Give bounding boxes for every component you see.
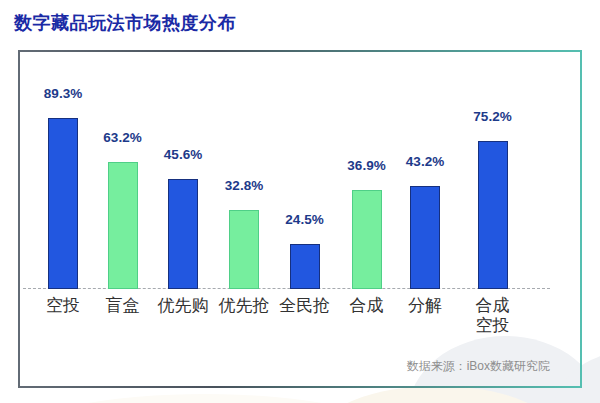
bar-value-label: 24.5% [285, 212, 323, 227]
chart-card: 89.3% 空投 63.2% 盲盒 45.6% 优先购 32.8% 优先抢 24… [18, 50, 582, 388]
category-label: 分解 [387, 296, 463, 316]
bar-value-label: 63.2% [103, 130, 141, 145]
bar-value-label: 36.9% [347, 158, 385, 173]
bar [48, 118, 78, 289]
bar [168, 179, 198, 289]
bar [229, 210, 259, 289]
bar-value-label: 43.2% [406, 154, 444, 169]
bar-column: 75.2% 合成 空投 [478, 52, 508, 289]
bar [108, 162, 138, 289]
page-title: 数字藏品玩法市场热度分布 [14, 11, 236, 35]
bar-column: 24.5% 全民抢 [290, 52, 320, 289]
bar-value-label: 45.6% [164, 147, 202, 162]
background-hill-decoration [30, 394, 380, 403]
bar-column: 36.9% 合成 [352, 52, 382, 289]
data-source-note: 数据来源：iBox数藏研究院 [407, 358, 550, 375]
x-axis-baseline [23, 288, 550, 289]
bar [478, 141, 508, 289]
bar-column: 45.6% 优先购 [168, 52, 198, 289]
bar-column: 89.3% 空投 [48, 52, 78, 289]
category-label: 合成 空投 [455, 296, 531, 335]
bar-column: 32.8% 优先抢 [229, 52, 259, 289]
bar-column: 63.2% 盲盒 [108, 52, 138, 289]
bar [290, 244, 320, 289]
bar-column: 43.2% 分解 [410, 52, 440, 289]
bar [410, 186, 440, 289]
bar-value-label: 89.3% [44, 86, 82, 101]
bar [352, 190, 382, 289]
plot-area: 89.3% 空投 63.2% 盲盒 45.6% 优先购 32.8% 优先抢 24… [20, 52, 580, 289]
bar-value-label: 32.8% [225, 178, 263, 193]
bar-value-label: 75.2% [473, 109, 511, 124]
page: 数字藏品玩法市场热度分布 89.3% 空投 63.2% 盲盒 45.6% 优先购… [0, 0, 600, 403]
